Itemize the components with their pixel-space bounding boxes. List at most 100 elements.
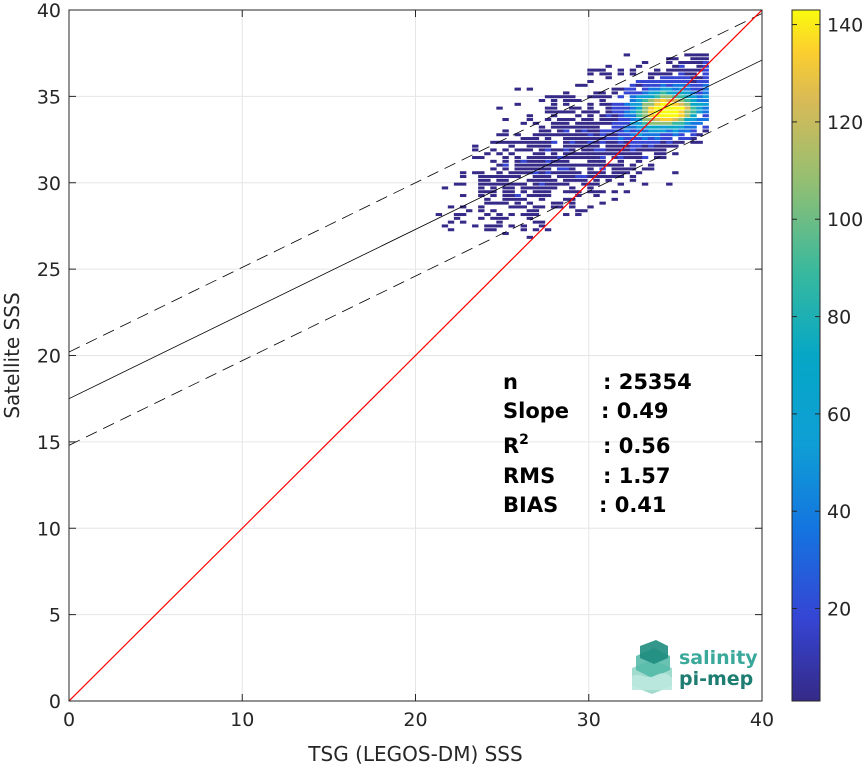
density-cell xyxy=(617,156,625,160)
density-cell xyxy=(484,224,491,228)
density-cell xyxy=(532,163,540,167)
density-cell xyxy=(478,186,485,190)
density-cell xyxy=(556,156,564,160)
density-cell xyxy=(556,175,564,179)
density-cell xyxy=(538,144,546,148)
density-cell xyxy=(581,144,588,148)
density-cell xyxy=(672,171,679,175)
density-cell xyxy=(696,61,703,65)
density-cell xyxy=(575,178,582,182)
colorbar-tick-label: 120 xyxy=(827,112,863,134)
density-cell xyxy=(569,137,576,141)
density-cell xyxy=(672,140,679,144)
colorbar-tick-label: 20 xyxy=(827,599,851,621)
density-cell xyxy=(587,167,594,171)
density-cell xyxy=(587,114,594,118)
density-cell xyxy=(641,99,649,103)
density-cell xyxy=(617,133,625,137)
y-tick-label: 30 xyxy=(37,173,61,195)
density-cell xyxy=(569,186,576,190)
density-cell xyxy=(520,171,527,175)
density-cell xyxy=(593,129,600,133)
density-cell xyxy=(502,216,509,220)
density-cell xyxy=(593,95,600,99)
density-cell xyxy=(660,129,667,133)
density-cell xyxy=(508,213,515,217)
density-cell xyxy=(459,175,467,179)
density-cell xyxy=(593,194,600,198)
density-cell xyxy=(544,194,552,198)
density-cell xyxy=(587,80,594,84)
density-cell xyxy=(635,106,643,110)
density-cell xyxy=(569,99,576,103)
density-cell xyxy=(666,87,673,91)
density-cell xyxy=(569,144,576,148)
density-cell xyxy=(629,167,637,171)
density-cell xyxy=(502,129,509,133)
density-cell xyxy=(581,209,588,213)
density-cell xyxy=(569,133,576,137)
density-cell xyxy=(623,152,631,156)
density-cell xyxy=(478,156,485,160)
density-cell xyxy=(647,114,655,118)
density-cell xyxy=(526,213,534,217)
stat-label: n xyxy=(503,370,518,394)
density-cell xyxy=(599,68,606,72)
density-cell xyxy=(508,186,515,190)
density-cell xyxy=(575,144,582,148)
density-cell xyxy=(696,140,703,144)
regression-line xyxy=(69,59,762,400)
density-cell xyxy=(581,178,588,182)
density-cell xyxy=(575,133,582,137)
density-cell xyxy=(538,159,546,163)
density-cell xyxy=(563,91,570,95)
density-cell xyxy=(605,137,612,141)
density-cell xyxy=(696,64,703,68)
density-cell xyxy=(690,95,697,99)
density-cell xyxy=(672,144,679,148)
density-cell xyxy=(647,106,655,110)
density-cell xyxy=(508,224,515,228)
density-cell xyxy=(581,140,588,144)
density-cell xyxy=(690,110,697,114)
density-cell xyxy=(550,171,558,175)
density-cell xyxy=(544,95,552,99)
density-cell xyxy=(459,220,467,224)
density-cell xyxy=(599,156,606,160)
density-cell xyxy=(538,129,546,133)
density-cell xyxy=(514,163,521,167)
density-cell xyxy=(526,140,534,144)
density-cell xyxy=(684,91,691,95)
density-cell xyxy=(647,144,655,148)
density-cell xyxy=(581,129,588,133)
density-cell xyxy=(690,118,697,122)
density-cell xyxy=(623,144,631,148)
density-cell xyxy=(653,68,661,72)
density-cell xyxy=(526,156,534,160)
density-cell xyxy=(593,125,600,129)
x-tick-label: 20 xyxy=(403,709,427,731)
density-cell xyxy=(617,95,625,99)
density-cell xyxy=(538,133,546,137)
density-cell xyxy=(490,148,497,152)
density-cell xyxy=(605,121,612,125)
density-cell xyxy=(563,159,570,163)
density-cell xyxy=(605,76,612,80)
density-cell xyxy=(520,140,527,144)
density-cell xyxy=(647,148,655,152)
density-cell xyxy=(514,175,521,179)
density-cell xyxy=(496,171,503,175)
density-cell xyxy=(550,152,558,156)
density-cell xyxy=(532,137,540,141)
density-cell xyxy=(569,110,576,114)
density-cell xyxy=(629,140,637,144)
density-cell xyxy=(556,171,564,175)
density-cell xyxy=(690,106,697,110)
density-cell xyxy=(599,148,606,152)
density-cell xyxy=(550,102,558,106)
density-cell xyxy=(623,140,631,144)
density-cell xyxy=(696,118,703,122)
density-cell xyxy=(532,228,540,232)
density-cell xyxy=(672,80,679,84)
stats-box: n: 25354 Slope: 0.49 R2: 0.56 RMS: 1.57 BIAS… xyxy=(503,370,692,517)
